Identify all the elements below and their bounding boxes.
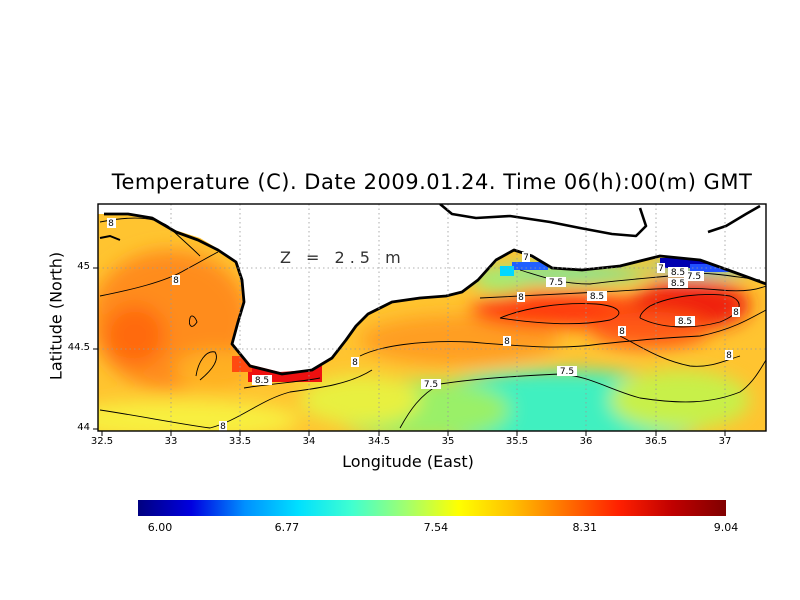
x-axis-label: Longitude (East) [342, 452, 474, 471]
contour-label: 8 [518, 293, 524, 303]
y-tick-label: 44 [77, 422, 90, 433]
contour-label-bg [618, 326, 626, 336]
contour-label-bg [351, 357, 359, 367]
contour-label-bg [172, 275, 180, 285]
contour-label-bg [252, 375, 272, 385]
contour-label-bg [503, 336, 511, 346]
contour-label: 8 [504, 337, 510, 347]
y-tick-label: 45 [77, 261, 90, 272]
contour-label-bg [684, 271, 704, 281]
colorbar [138, 500, 726, 516]
contour-label: 7.5 [424, 380, 438, 390]
contour-label: 8 [220, 422, 226, 432]
contour-label: 8.5 [590, 292, 604, 302]
contour-label: 8 [173, 276, 179, 286]
contour-label: 7.5 [687, 272, 701, 282]
colorbar-tick-label: 6.77 [274, 521, 300, 534]
contour-label-bg [421, 379, 441, 389]
contour-label: 8 [352, 358, 358, 368]
x-tick-label: 33.5 [228, 436, 252, 447]
y-axis-label: Latitude (North) [46, 251, 66, 381]
contour-label-bg [732, 307, 740, 317]
contour-label-bg [517, 292, 525, 302]
contour-label-bg [587, 291, 607, 301]
contour-label-bg [675, 316, 695, 326]
x-tick-label: 36 [579, 436, 593, 447]
contour-label-bg [725, 350, 733, 360]
x-tick-label: 32.5 [90, 436, 114, 447]
x-tick-label: 34.5 [367, 436, 391, 447]
colorbar-tick-label: 6.00 [147, 521, 173, 534]
colorbar-tick-label: 7.54 [423, 521, 449, 534]
x-tick-label: 34 [302, 436, 316, 447]
sea-temperature-field [98, 204, 766, 431]
contour-label-bg [107, 218, 115, 228]
colorbar-tick-label: 8.31 [572, 521, 598, 534]
contour-label-bg [557, 366, 577, 376]
depth-label: Z = 2.5 m [280, 248, 406, 267]
contour-label-bg [668, 267, 688, 277]
x-tick-label: 37 [718, 436, 732, 447]
contour-label: 8.5 [671, 268, 685, 278]
contour-label-bg [546, 277, 566, 287]
contour-label-bg [668, 278, 688, 288]
lat-lon-grid [98, 204, 766, 431]
contour-label: 7 [523, 253, 529, 263]
contour-label: 8.5 [678, 317, 692, 327]
contour-label: 8 [733, 308, 739, 318]
contour-label: 8.5 [671, 279, 685, 289]
x-tick-label: 35 [441, 436, 455, 447]
plot-frame [97, 203, 767, 432]
contour-label: 8 [619, 327, 625, 337]
x-tick-label: 33 [164, 436, 178, 447]
contour-label: 8 [108, 219, 114, 229]
contour-label: 8 [726, 351, 732, 361]
x-tick-label: 35.5 [505, 436, 529, 447]
contour-label: 7 [658, 264, 664, 274]
y-tick-label: 44.5 [67, 342, 90, 353]
contour-label-bg [522, 252, 530, 262]
contour-label-bg [219, 421, 227, 431]
contour-label: 7.5 [560, 367, 574, 377]
contour-label-bg [657, 263, 665, 273]
contour-label: 7.5 [549, 278, 563, 288]
colorbar-tick-label: 9.04 [713, 521, 739, 534]
x-tick-label: 36.5 [644, 436, 668, 447]
axis-ticks [93, 267, 726, 436]
map-title: Temperature (C). Date 2009.01.24. Time 0… [111, 170, 753, 194]
contour-label: 8.5 [255, 376, 269, 386]
